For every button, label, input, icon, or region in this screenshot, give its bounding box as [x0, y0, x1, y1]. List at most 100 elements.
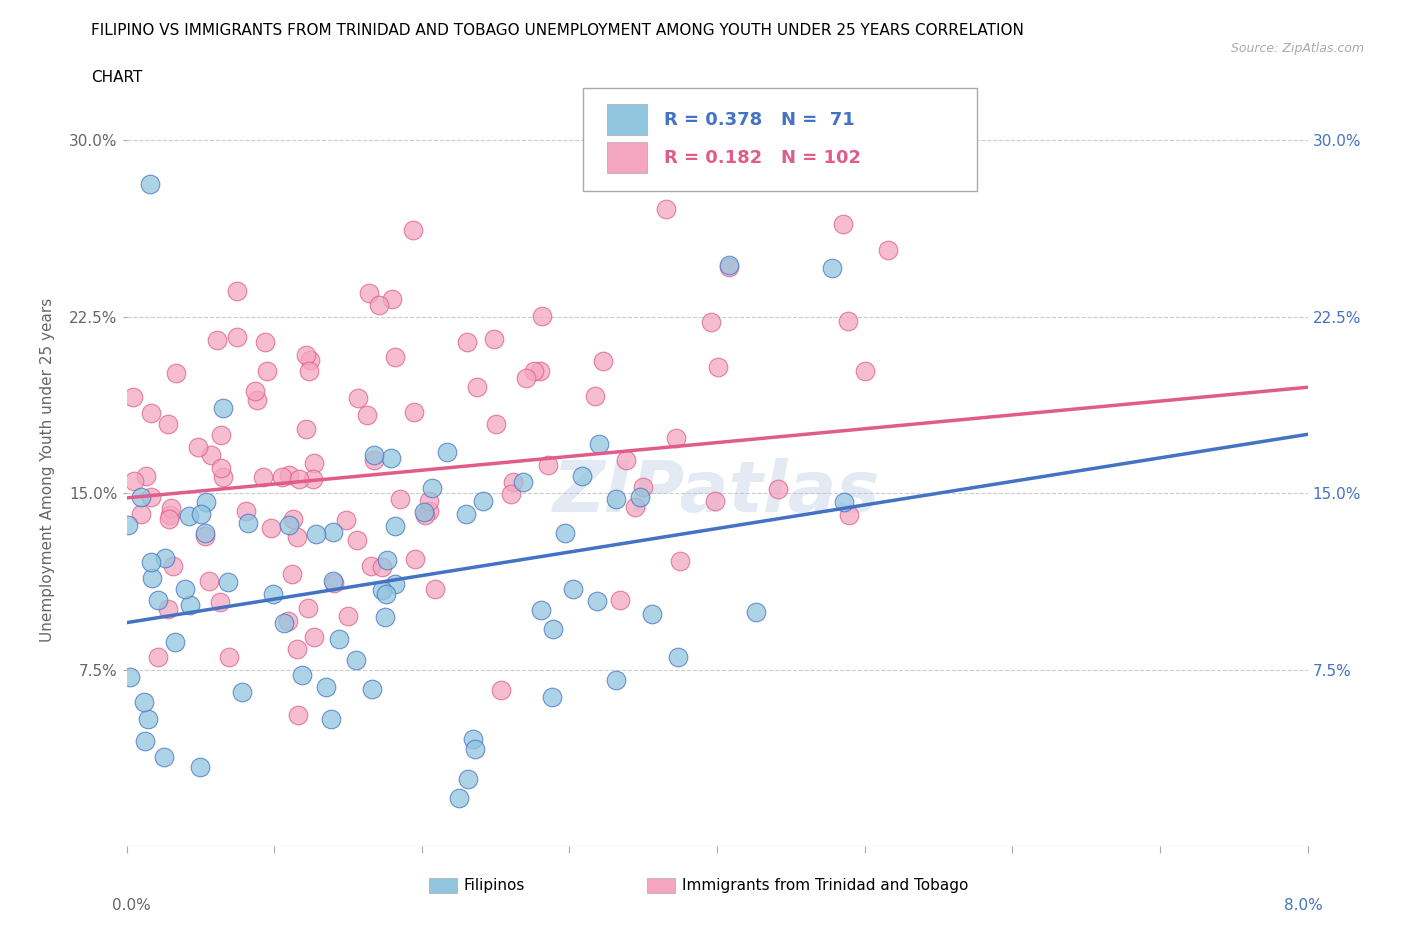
Point — [278, 518, 301, 533]
Point — [278, 467, 301, 482]
Text: ZIPatlas: ZIPatlas — [554, 458, 880, 526]
Point — [288, 472, 311, 486]
Point — [118, 670, 141, 684]
Point — [271, 469, 294, 484]
Point — [252, 470, 274, 485]
Point — [194, 495, 217, 510]
Point — [413, 504, 436, 519]
Point — [717, 259, 740, 274]
Point — [586, 594, 609, 609]
Point — [298, 364, 321, 379]
Y-axis label: Unemployment Among Youth under 25 years: Unemployment Among Youth under 25 years — [41, 298, 55, 642]
Point — [704, 493, 727, 508]
Point — [489, 683, 512, 698]
Point — [117, 517, 139, 532]
Point — [717, 258, 740, 272]
Point — [163, 634, 186, 649]
Point — [609, 592, 631, 607]
Point — [295, 347, 318, 362]
Point — [217, 575, 239, 590]
Point — [655, 202, 678, 217]
Point — [260, 521, 283, 536]
Point — [541, 690, 564, 705]
Point — [482, 331, 505, 346]
Point — [457, 772, 479, 787]
Point — [745, 604, 768, 619]
Point — [283, 512, 305, 526]
Point — [346, 533, 368, 548]
Point — [384, 350, 406, 365]
Point — [592, 354, 614, 369]
Point — [346, 652, 368, 667]
Point — [605, 491, 627, 506]
Point — [322, 525, 344, 539]
Point — [208, 594, 231, 609]
Point — [614, 452, 637, 467]
Text: R = 0.182   N = 102: R = 0.182 N = 102 — [664, 149, 860, 166]
Point — [131, 490, 153, 505]
Point — [200, 447, 222, 462]
Point — [375, 587, 398, 602]
Point — [146, 593, 169, 608]
Point — [243, 384, 266, 399]
Point — [838, 507, 860, 522]
Point — [633, 479, 655, 494]
Point — [821, 260, 844, 275]
Point — [122, 390, 145, 405]
Point — [225, 329, 247, 344]
Point — [159, 500, 181, 515]
Point — [605, 672, 627, 687]
Point — [853, 363, 876, 378]
Point — [305, 526, 328, 541]
Point — [367, 298, 389, 312]
Point — [530, 603, 553, 618]
Point — [146, 649, 169, 664]
Point — [165, 365, 187, 380]
Point — [529, 364, 551, 379]
Point — [831, 217, 853, 232]
Point — [132, 695, 155, 710]
Point — [404, 551, 426, 566]
Point — [280, 566, 302, 581]
Text: Filipinos: Filipinos — [464, 878, 526, 893]
Point — [877, 243, 900, 258]
Point — [357, 286, 380, 300]
Point — [188, 759, 211, 774]
Point — [322, 576, 344, 591]
Point — [347, 391, 370, 405]
Text: 8.0%: 8.0% — [1284, 898, 1323, 913]
Point — [361, 682, 384, 697]
Point — [262, 587, 284, 602]
Point — [153, 750, 176, 764]
Point — [291, 668, 314, 683]
Point — [285, 530, 308, 545]
Point — [277, 614, 299, 629]
Point — [141, 571, 163, 586]
Point — [485, 417, 508, 432]
Point — [465, 379, 488, 394]
Point — [304, 456, 326, 471]
Point — [363, 452, 385, 467]
Point — [129, 506, 152, 521]
Point — [218, 649, 240, 664]
Point — [707, 360, 730, 375]
Point — [298, 352, 321, 367]
Point — [194, 526, 217, 541]
Point — [447, 791, 470, 806]
Point — [766, 481, 789, 496]
Point — [225, 284, 247, 299]
Point — [664, 431, 686, 445]
Point — [641, 606, 664, 621]
Point — [374, 609, 396, 624]
Point — [238, 515, 260, 530]
Point — [436, 445, 458, 459]
Point — [418, 503, 440, 518]
Point — [231, 684, 253, 699]
Point — [198, 574, 221, 589]
Point — [139, 405, 162, 420]
Point — [156, 417, 179, 432]
Point — [297, 600, 319, 615]
Point — [512, 474, 534, 489]
Point — [669, 553, 692, 568]
Point — [194, 528, 217, 543]
